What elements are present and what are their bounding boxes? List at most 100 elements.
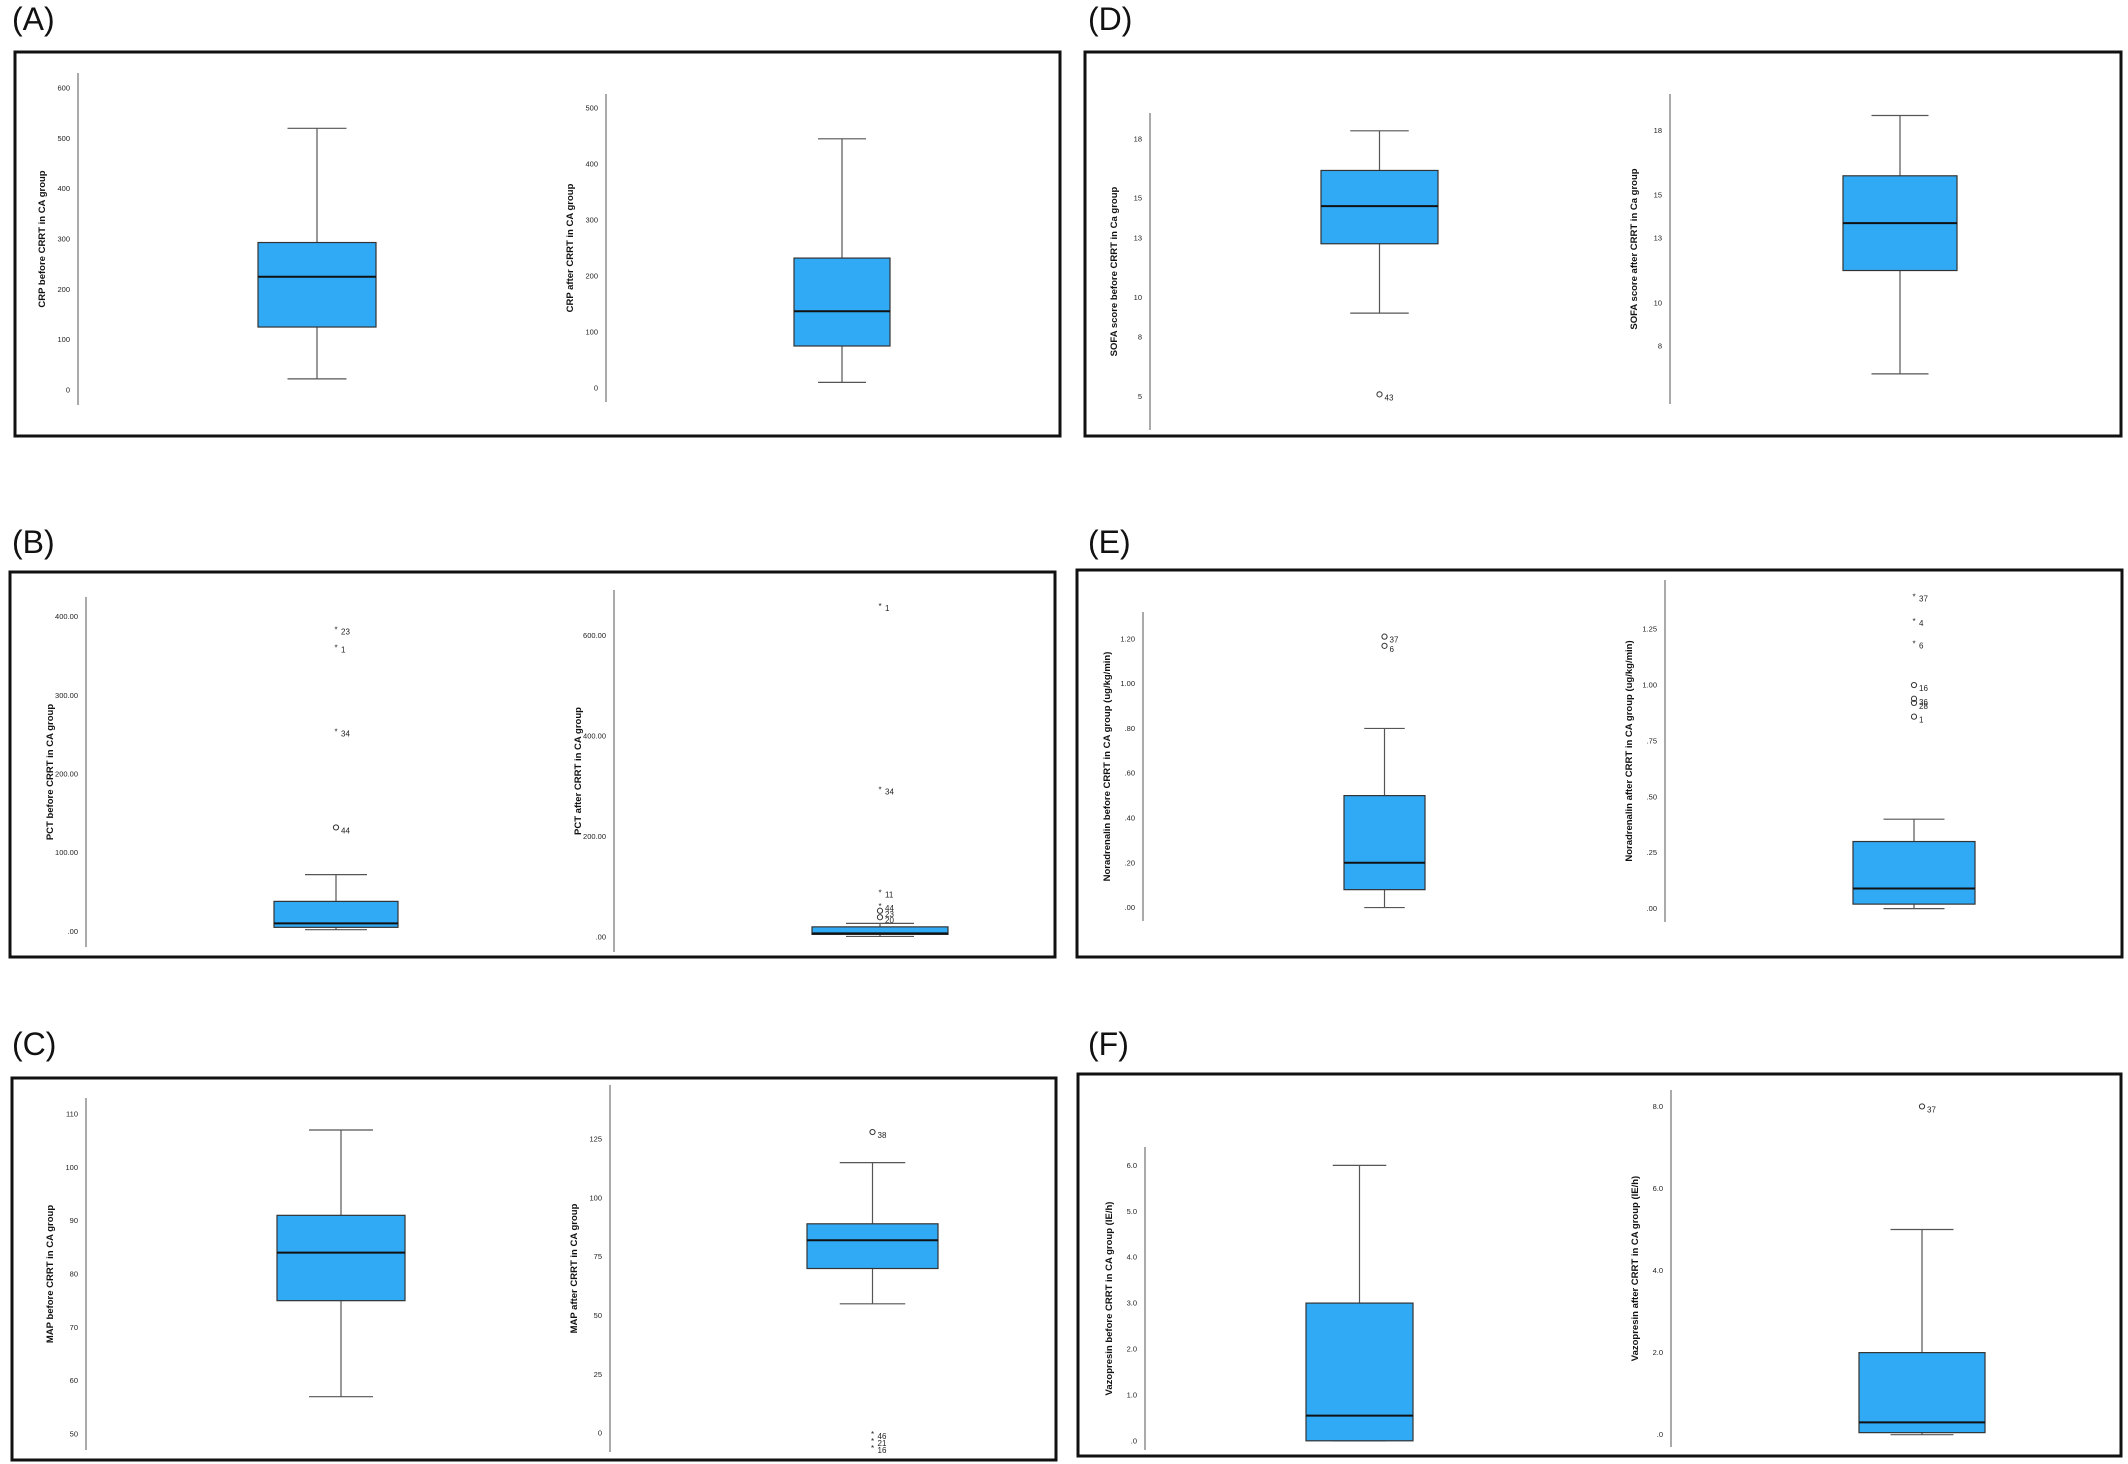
y-tick-label: 600.00: [583, 631, 606, 640]
y-tick-label: .60: [1125, 769, 1135, 778]
panel-frame: [1076, 1072, 2123, 1458]
y-tick-label: .00: [1647, 904, 1657, 913]
outlier-star: *: [878, 902, 881, 911]
y-tick-label: 100: [585, 328, 598, 337]
y-tick-label: 4.0: [1127, 1253, 1137, 1262]
y-axis-title: CRP before CRRT in CA group: [37, 170, 48, 307]
outlier-circle: [332, 824, 340, 831]
y-tick-label: 500: [57, 134, 70, 143]
iqr-box: [1852, 840, 1976, 905]
outlier-star: *: [871, 1444, 874, 1453]
y-tick-label: 10: [1654, 298, 1662, 307]
y-axis-title: PCT after CRRT in CA group: [573, 707, 584, 835]
y-tick-label: 1.25: [1642, 625, 1657, 634]
panel-label: (C): [12, 1026, 56, 1062]
boxplot-after: .0 2.0 4.0 6.0 8.0 Vazopresin after CRRT in C…: [1630, 1090, 1986, 1447]
outlier-label: 37: [1919, 595, 1928, 604]
outlier-label: 4: [1919, 619, 1924, 628]
y-tick-label: 5: [1138, 392, 1142, 401]
y-tick-label: 4.0: [1653, 1266, 1663, 1275]
y-tick-label: 200.00: [583, 832, 606, 841]
y-axis-title: MAP after CRRT in CA group: [569, 1203, 580, 1333]
y-tick-label: 1.00: [1642, 681, 1657, 690]
y-tick-label: 5.0: [1127, 1207, 1137, 1216]
y-tick-label: 50: [70, 1430, 78, 1439]
y-tick-label: 1.20: [1120, 634, 1135, 643]
y-tick-label: .20: [1125, 858, 1135, 867]
y-tick-label: 100: [65, 1163, 78, 1172]
outlier-circle: [1918, 1103, 1926, 1110]
y-tick-label: 400: [585, 160, 598, 169]
outlier-label: 44: [341, 826, 350, 835]
boxplot-after: 0 100 200 300 400 500 CRP after CRRT in CA gro…: [565, 94, 891, 402]
y-axis-title: Vazopresin before CRRT in CA group (IE/h…: [1104, 1202, 1115, 1396]
outlier-label: 44: [885, 904, 894, 913]
outlier-label: 37: [1927, 1105, 1936, 1114]
y-tick-label: 400.00: [55, 612, 78, 621]
outlier-label: 46: [878, 1432, 887, 1441]
outlier-label: 28: [1919, 702, 1928, 711]
y-tick-label: .00: [68, 927, 78, 936]
boxplot-after: .00 200.00 400.00 600.00 PCT after CRRT in C…: [573, 590, 949, 952]
y-tick-label: 2.0: [1653, 1348, 1663, 1357]
y-tick-label: 8: [1138, 332, 1142, 341]
y-tick-label: 8: [1658, 341, 1662, 350]
y-tick-label: 15: [1134, 194, 1142, 203]
boxplot-before: 5 8 10 13 15 18 SOFA score before CRRT in Ca g…: [1109, 113, 1439, 430]
y-tick-label: 8.0: [1653, 1102, 1663, 1111]
boxplot-before: .00 100.00 200.00 300.00 400.00 PCT before CR…: [45, 597, 399, 947]
outlier-label: 6: [1919, 642, 1924, 651]
y-tick-label: 300.00: [55, 691, 78, 700]
outlier-star: *: [334, 728, 337, 737]
y-tick-label: 500: [585, 104, 598, 113]
outlier-label: 23: [341, 627, 350, 636]
outlier-circle: [1910, 681, 1918, 689]
panel-f: (F) .0 1.0 2.0 3.0 4.0 5.0 6.0 Vazopresin before…: [1076, 1026, 2123, 1458]
y-tick-label: 13: [1134, 233, 1142, 242]
outlier-label: 6: [1390, 645, 1395, 654]
y-tick-label: 50: [594, 1311, 602, 1320]
outlier-star: *: [871, 1430, 874, 1439]
panel-label: (D): [1088, 1, 1132, 37]
panel-label: (F): [1088, 1026, 1129, 1062]
panel-frame: [8, 570, 1057, 959]
outlier-star: *: [334, 644, 337, 653]
outlier-circle: [1381, 642, 1388, 649]
outlier-star: *: [1912, 593, 1915, 602]
y-axis-title: Vazopresin after CRRT in CA group (IE/h): [1630, 1176, 1641, 1361]
y-tick-label: 100: [589, 1193, 602, 1202]
y-tick-label: 1.00: [1120, 679, 1135, 688]
outlier-label: 36: [1919, 698, 1928, 707]
outlier-label: 16: [878, 1446, 887, 1455]
boxplot-before: 0 100 200 300 400 500 600 CRP before CRRT in CA…: [37, 73, 377, 405]
y-tick-label: 200: [57, 285, 70, 294]
outlier-label: 1: [341, 646, 346, 655]
outlier-circle: [869, 1128, 876, 1136]
outlier-label: 43: [1385, 393, 1394, 402]
y-tick-label: .75: [1647, 736, 1657, 745]
outlier-label: 23: [885, 910, 894, 919]
y-tick-label: 100: [57, 335, 70, 344]
panel-label: (E): [1088, 524, 1131, 560]
outlier-star: *: [878, 889, 881, 898]
boxplot-before: 50 60 70 80 90 100 110 MAP before CRRT in CA gr…: [45, 1098, 406, 1450]
y-tick-label: .50: [1647, 792, 1657, 801]
boxplot-before: .00 .20 .40 .60 .80 1.00 1.20 Noradrenalin befo…: [1102, 612, 1426, 921]
iqr-box: [1858, 1352, 1986, 1434]
y-axis-title: MAP before CRRT in CA group: [45, 1205, 56, 1343]
y-tick-label: .0: [1657, 1430, 1663, 1439]
y-tick-label: 60: [70, 1376, 78, 1385]
y-tick-label: .0: [1131, 1436, 1137, 1445]
y-tick-label: 400: [57, 184, 70, 193]
y-tick-label: .00: [1125, 903, 1135, 912]
y-tick-label: 0: [594, 384, 598, 393]
y-tick-label: 90: [70, 1216, 78, 1225]
iqr-box: [806, 1223, 939, 1270]
outlier-star: *: [878, 602, 881, 611]
y-axis-title: PCT before CRRT in CA group: [45, 704, 56, 841]
outlier-label: 37: [1390, 636, 1399, 645]
y-tick-label: 18: [1654, 126, 1662, 135]
outlier-label: 34: [885, 788, 894, 797]
